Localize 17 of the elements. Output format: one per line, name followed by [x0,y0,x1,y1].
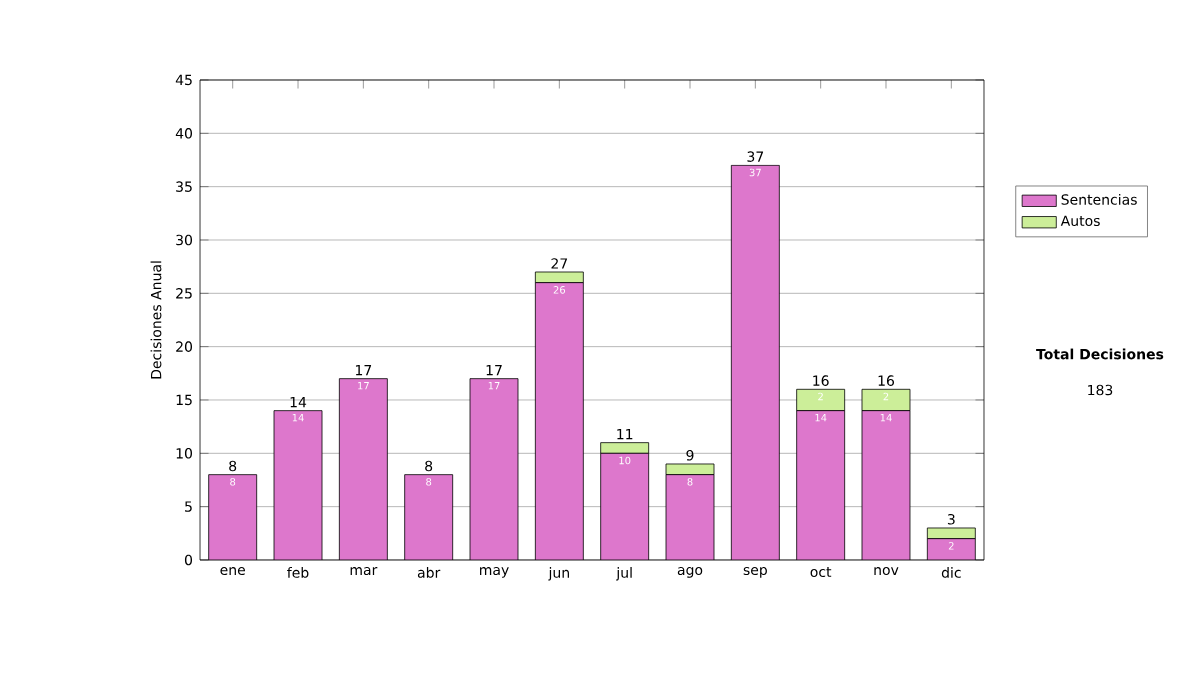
bar [274,410,323,560]
bar [534,271,584,284]
bar [470,378,519,560]
bar [666,474,714,560]
bar [535,282,584,560]
bar [861,388,911,412]
bar [796,410,845,560]
bar [600,453,649,560]
bar [862,410,910,560]
bar [208,474,257,560]
bar [339,378,388,560]
bar [731,165,780,560]
bar [404,474,453,560]
bar [796,388,846,412]
bar [665,463,715,476]
bar [926,538,976,560]
bar [600,442,650,454]
